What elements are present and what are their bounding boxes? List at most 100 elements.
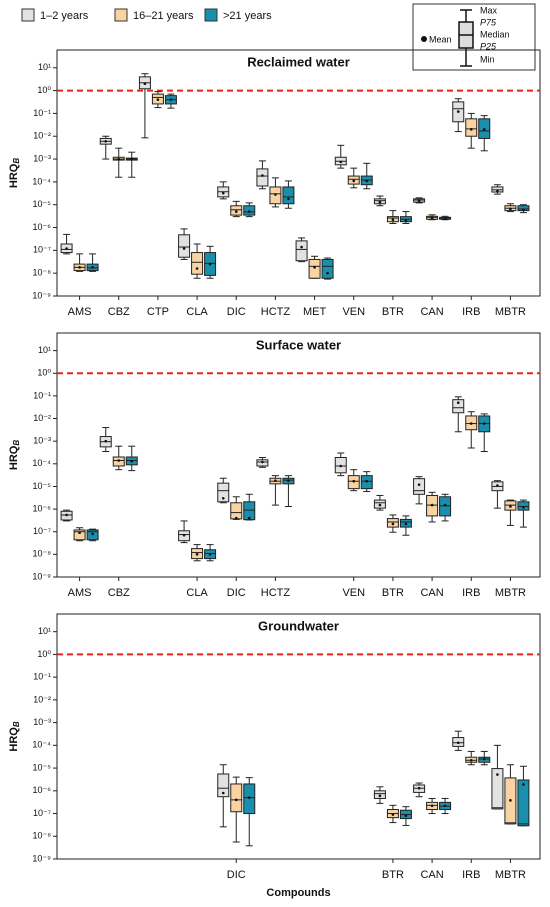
box-plot [465,112,478,149]
box-plot [269,475,282,506]
mean [208,553,212,556]
mean [234,798,238,802]
box-plot [73,527,86,542]
mean [365,179,369,183]
box-plot [282,475,295,508]
panel-title: Groundwater [258,618,339,633]
y-axis-label-main: HRQ [8,727,20,752]
mean [182,533,186,537]
mean [274,193,277,196]
panel-title: Surface water [256,337,341,352]
box [321,258,334,279]
box-key: Mean Max P75 Median P25 Min [412,3,536,71]
mean [261,174,264,177]
mean [221,496,225,500]
x-tick-label: VEN [342,306,365,318]
mean [443,217,447,221]
box-plot [256,456,269,468]
box [452,399,465,414]
mean [104,139,108,143]
x-tick-label: CLA [186,306,208,318]
y-tick-label: 10⁻³ [33,436,51,446]
y-tick-label: 10⁻⁹ [32,290,51,300]
x-tick-label: BTR [382,306,404,318]
mean [522,783,525,786]
box-plot [217,764,230,828]
mean [274,479,277,482]
y-axis-label-main: HRQ [8,163,20,188]
box [73,529,86,541]
x-tick-label: MBTR [495,869,526,881]
box-plot [282,180,295,209]
mean [326,271,329,275]
mean [443,503,447,507]
x-tick-label: CAN [420,869,443,881]
box-plot [439,493,452,522]
box-plot [360,471,373,492]
x-tick-label: IRB [462,306,480,318]
mean [430,216,434,220]
box-plot [491,744,504,810]
box-plot [413,782,426,798]
box-plot [504,203,517,213]
box-plot [164,93,177,109]
x-tick-label: DIC [227,869,246,881]
y-tick-label: 10¹ [38,345,51,355]
box-plot [204,245,217,279]
box-plot [373,195,386,207]
box [517,501,530,511]
panel-title: Reclaimed water [247,54,350,69]
mean [378,503,382,507]
y-tick-label: 10¹ [38,626,51,636]
box-plot [230,776,243,843]
mean [182,247,186,250]
box-plot [360,162,373,190]
mean [496,773,499,776]
mean [130,459,134,463]
box-plot [60,509,73,522]
mean [130,157,134,161]
box-plot [217,181,230,200]
box [191,252,204,275]
y-axis-label: HRQB [8,721,21,751]
y-tick-label: 10⁻⁵ [33,762,52,772]
mean [247,210,251,213]
mean [78,266,81,269]
box-plot [334,452,347,477]
y-tick-label: 10⁻⁶ [33,785,52,795]
x-tick-label: IRB [462,869,480,881]
plot-frame [56,49,541,297]
mean [522,505,525,509]
mean [104,439,108,443]
box-plot [478,750,491,766]
mean [91,266,94,269]
box-plot [125,445,138,472]
box-plot [151,91,164,109]
mean [469,128,473,131]
mean [456,741,460,745]
mean [261,460,264,464]
mean [65,247,68,250]
y-tick-label: 10⁻⁸ [32,268,51,278]
mean [417,786,421,790]
box-plot [125,151,138,178]
box [178,234,191,258]
box-plot [86,253,99,272]
box-plot [439,797,452,815]
y-axis-label: HRQB [8,440,21,470]
mean [509,207,512,211]
key-mean [421,36,427,42]
mean [208,262,212,266]
x-tick-label: CLA [186,587,208,599]
y-tick-label: 10¹ [38,62,51,72]
x-tick-label: BTR [382,587,404,599]
box-plot [230,200,243,218]
key-label: Max [480,5,498,15]
legend-label: >21 years [223,10,272,22]
box-plot [191,243,204,279]
box [230,783,243,813]
x-tick-label: DIC [227,587,246,599]
y-tick-label: 10⁻⁷ [33,808,51,818]
box-plot [517,765,530,827]
y-tick-label: 10⁻¹ [33,672,51,682]
